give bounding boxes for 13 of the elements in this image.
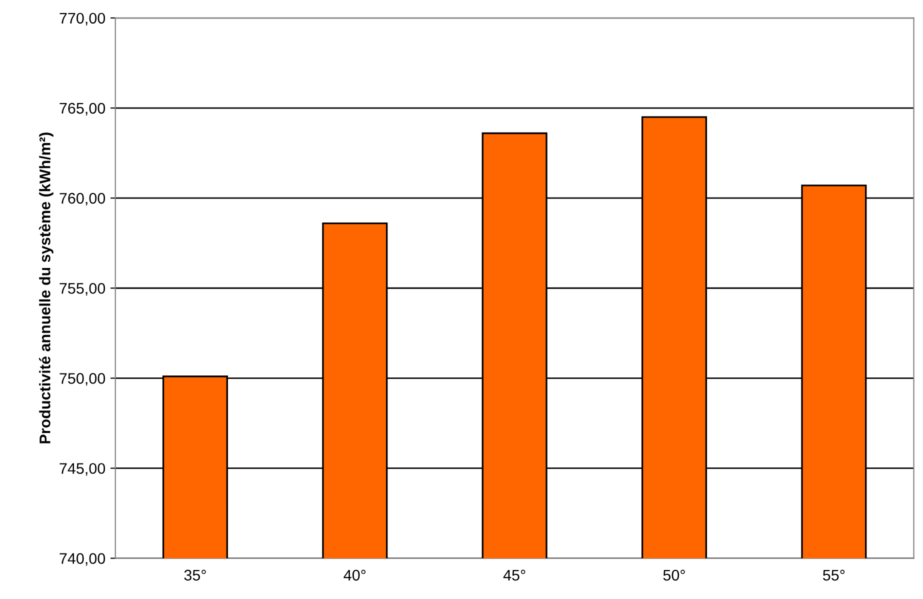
y-axis-title: Productivité annuelle du système (kWh/m²) (39, 132, 54, 444)
y-tick-label: 745,00 (60, 463, 106, 476)
x-tick-label: 35° (184, 570, 206, 581)
x-tick-label: 50° (663, 570, 685, 581)
y-tick-label: 760,00 (60, 192, 106, 206)
x-tick-label: 40° (344, 570, 366, 581)
y-tick-label: 750,00 (60, 373, 106, 386)
x-tick-label: 55° (822, 570, 845, 581)
y-tick-label: 740,00 (60, 553, 106, 566)
y-tick-label: 755,00 (60, 282, 106, 296)
y-tick-label: 765,00 (60, 102, 106, 116)
x-tick-label: 45° (503, 570, 526, 581)
y-tick-label: 770,00 (60, 12, 106, 26)
